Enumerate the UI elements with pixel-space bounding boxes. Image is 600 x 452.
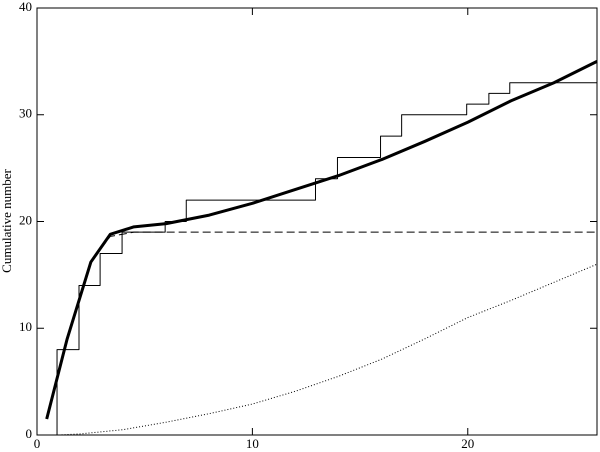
x-tick-label: 10 xyxy=(246,436,259,451)
y-tick-label: 40 xyxy=(19,0,32,14)
y-axis-label: Cumulative number xyxy=(0,169,14,273)
plot-frame xyxy=(36,7,598,436)
series-line xyxy=(45,60,598,420)
series-line xyxy=(46,231,597,420)
series-line xyxy=(56,82,597,435)
x-tick-label: 20 xyxy=(461,436,474,451)
series-line xyxy=(58,263,598,436)
y-tick-label: 10 xyxy=(19,319,32,334)
y-tick-label: 20 xyxy=(19,212,32,227)
y-tick-label: 0 xyxy=(26,426,33,441)
y-tick-label: 30 xyxy=(19,106,32,121)
x-tick-label: 0 xyxy=(34,436,41,451)
